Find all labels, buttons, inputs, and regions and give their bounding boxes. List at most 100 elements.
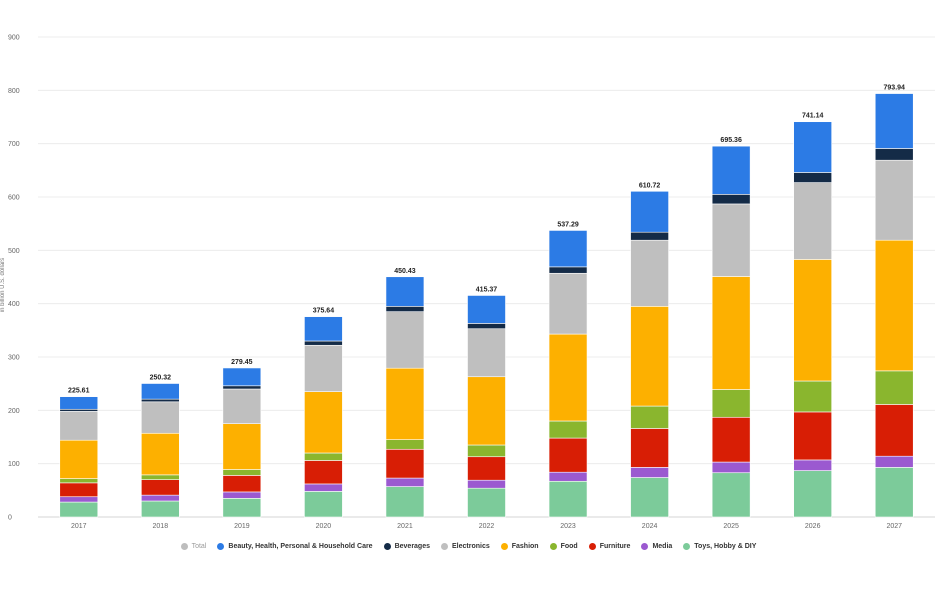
- bar-segment[interactable]: [59, 396, 99, 410]
- bar-segment[interactable]: [630, 190, 669, 233]
- legend-item[interactable]: Total: [180, 543, 207, 550]
- bar-segment[interactable]: [385, 367, 425, 440]
- bar-segment[interactable]: [304, 391, 343, 454]
- bar-segment[interactable]: [793, 121, 832, 173]
- bar-segment[interactable]: [467, 376, 506, 446]
- bar-segment[interactable]: [548, 480, 588, 518]
- bar-segment[interactable]: [141, 432, 180, 476]
- bar-segment[interactable]: [141, 401, 180, 434]
- bar-segment[interactable]: [59, 482, 99, 498]
- bar-segment[interactable]: [630, 239, 669, 307]
- legend-item[interactable]: Electronics: [441, 543, 490, 550]
- bar-segment[interactable]: [59, 478, 99, 484]
- bar-segment[interactable]: [304, 344, 343, 392]
- bar-segment[interactable]: [222, 498, 262, 518]
- bar-segment[interactable]: [385, 439, 425, 450]
- bar-segment[interactable]: [793, 172, 832, 183]
- bar-segment[interactable]: [467, 328, 506, 378]
- bar-segment[interactable]: [630, 467, 669, 478]
- bar-segment[interactable]: [874, 467, 914, 518]
- bar-segment[interactable]: [711, 145, 751, 195]
- bar-segment[interactable]: [385, 306, 425, 312]
- bar-segment[interactable]: [222, 475, 262, 493]
- bar-segment[interactable]: [141, 383, 180, 400]
- bar-segment[interactable]: [385, 486, 425, 518]
- bar-segment[interactable]: [874, 370, 914, 405]
- bar-segment[interactable]: [548, 471, 588, 482]
- bar-segment[interactable]: [141, 500, 180, 518]
- bar-segment[interactable]: [630, 405, 669, 429]
- bar-segment[interactable]: [59, 439, 99, 479]
- bar-segment[interactable]: [548, 272, 588, 335]
- bar-segment[interactable]: [141, 479, 180, 496]
- bar-segment[interactable]: [304, 491, 343, 518]
- bar-segment[interactable]: [630, 306, 669, 407]
- bar-segment[interactable]: [711, 203, 751, 277]
- bar-segment[interactable]: [874, 239, 914, 372]
- bar-segment[interactable]: [711, 276, 751, 390]
- legend-label: Total: [191, 543, 207, 550]
- bar-segment[interactable]: [874, 159, 914, 241]
- bar-segment[interactable]: [467, 479, 506, 489]
- bar-segment[interactable]: [793, 411, 832, 461]
- bar-segment[interactable]: [793, 459, 832, 471]
- bar-segment[interactable]: [467, 487, 506, 518]
- bar-segment[interactable]: [630, 231, 669, 241]
- bar-segment[interactable]: [548, 420, 588, 439]
- bar-segment[interactable]: [141, 494, 180, 502]
- bar-segment[interactable]: [874, 93, 914, 149]
- bar-segment[interactable]: [385, 276, 425, 307]
- bar-segment[interactable]: [467, 456, 506, 481]
- total-data-label: 450.43: [394, 268, 416, 275]
- bar-segment[interactable]: [467, 295, 506, 324]
- bar-segment[interactable]: [385, 311, 425, 369]
- bar-segment[interactable]: [711, 389, 751, 418]
- bar-segment[interactable]: [548, 437, 588, 473]
- bar-segment[interactable]: [222, 388, 262, 424]
- bar-segment[interactable]: [222, 367, 262, 387]
- bar-segment[interactable]: [141, 398, 180, 403]
- bar-segment[interactable]: [59, 501, 99, 518]
- bar-segment[interactable]: [548, 266, 588, 274]
- bar-segment[interactable]: [874, 455, 914, 468]
- legend-item[interactable]: Furniture: [588, 543, 630, 550]
- bar-segment[interactable]: [793, 470, 832, 518]
- bar-segment[interactable]: [222, 469, 262, 476]
- bar-segment[interactable]: [548, 333, 588, 422]
- total-data-label: 279.45: [231, 359, 253, 366]
- bar-segment[interactable]: [222, 423, 262, 470]
- bar-segment[interactable]: [630, 477, 669, 518]
- bar-segment[interactable]: [467, 323, 506, 330]
- bar-segment[interactable]: [385, 477, 425, 487]
- bar-segment[interactable]: [304, 452, 343, 461]
- legend-item[interactable]: Fashion: [500, 543, 539, 550]
- bar-segment[interactable]: [59, 408, 99, 412]
- bar-segment[interactable]: [467, 444, 506, 458]
- bar-segment[interactable]: [711, 194, 751, 205]
- legend-item[interactable]: Food: [549, 543, 578, 550]
- bar-segment[interactable]: [793, 182, 832, 260]
- bar-segment[interactable]: [59, 496, 99, 503]
- bar-segment[interactable]: [711, 461, 751, 474]
- bar-segment[interactable]: [304, 460, 343, 485]
- bar-segment[interactable]: [141, 474, 180, 480]
- bar-segment[interactable]: [59, 411, 99, 441]
- bar-segment[interactable]: [874, 404, 914, 457]
- bar-segment[interactable]: [222, 491, 262, 499]
- bar-segment[interactable]: [304, 483, 343, 492]
- bar-segment[interactable]: [711, 472, 751, 518]
- legend-item[interactable]: Beauty, Health, Personal & Household Car…: [217, 543, 373, 550]
- legend-item[interactable]: Toys, Hobby & DIY: [683, 543, 756, 550]
- bar-segment[interactable]: [222, 385, 262, 390]
- bar-segment[interactable]: [304, 340, 343, 346]
- bar-segment[interactable]: [793, 380, 832, 413]
- bar-segment[interactable]: [711, 416, 751, 463]
- legend-item[interactable]: Beverages: [383, 543, 430, 550]
- legend-item[interactable]: Media: [641, 543, 672, 550]
- bar-segment[interactable]: [874, 148, 914, 161]
- bar-segment[interactable]: [548, 230, 588, 268]
- bar-segment[interactable]: [630, 428, 669, 468]
- bar-segment[interactable]: [385, 448, 425, 479]
- bar-segment[interactable]: [304, 316, 343, 342]
- bar-segment[interactable]: [793, 259, 832, 382]
